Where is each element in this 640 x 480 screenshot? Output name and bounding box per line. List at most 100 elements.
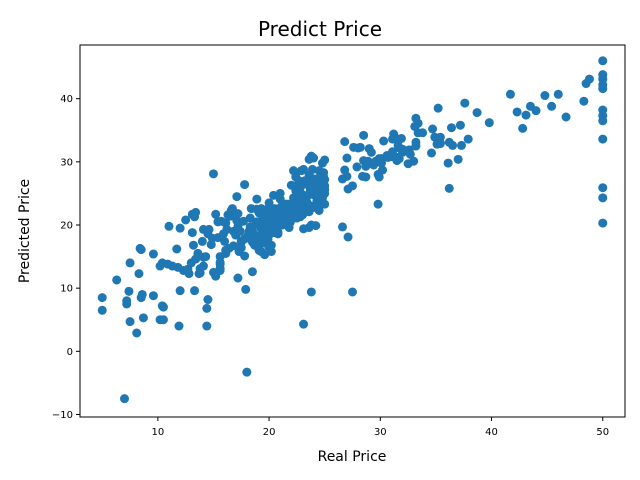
scatter-point [122,299,132,309]
scatter-point [137,289,147,299]
scatter-point [366,147,376,157]
scatter-point [148,249,158,259]
scatter-point [138,313,148,323]
scatter-point [215,257,225,267]
scatter-point [379,136,389,146]
x-tick-label: 10 [151,427,164,438]
scatter-point [433,103,443,113]
scatter-point [320,181,330,191]
scatter-point [125,258,135,268]
scatter-point [187,228,197,238]
scatter-point [299,164,309,174]
scatter-point [444,183,454,193]
scatter-point [531,106,541,116]
y-tick-label: 10 [60,284,73,295]
scatter-point [242,367,252,377]
scatter-point [320,175,330,185]
scatter-point [215,265,225,275]
scatter-point [343,232,353,242]
scatter-point [264,198,274,208]
scatter-point [512,107,522,117]
scatter-point [342,153,352,163]
scatter-point [348,181,357,191]
scatter-point [181,215,191,225]
x-axis-ticks: 10 20 30 40 50 [151,417,609,438]
scatter-point [457,140,466,150]
scatter-point [134,269,144,279]
scatter-point [547,101,557,111]
scatter-point [247,267,257,277]
scatter-point [598,116,608,126]
scatter-point [112,275,122,285]
scatter-point [197,236,207,246]
scatter-point [448,140,458,150]
scatter-point [309,153,319,163]
scatter-point [220,236,230,246]
scatter-point [598,193,608,203]
scatter-point [348,287,357,297]
scatter-point [119,394,129,404]
scatter-point [598,56,608,66]
scatter-point [273,227,283,237]
scatter-point [190,286,200,296]
scatter-point [320,199,330,209]
scatter-point [195,268,205,278]
scatter-point [378,165,388,175]
scatter-point [252,194,262,204]
scatter-point [188,240,198,250]
scatter-point [158,302,168,312]
scatter-point [405,149,415,159]
scatter-point [208,169,218,179]
scatter-point [426,148,436,158]
y-tick-label: 0 [67,347,73,358]
scatter-point [125,317,135,327]
scatter-point [158,315,168,325]
scatter-point [355,142,365,152]
scatter-point [418,128,428,138]
scatter-point [202,321,212,331]
scatter-point [396,133,406,143]
scatter-point [260,250,270,260]
scatter-point [561,112,571,122]
scatter-point [598,183,608,193]
scatter-point [374,172,384,182]
scatter-point [455,120,465,130]
x-tick-label: 30 [374,427,387,438]
scatter-point [235,226,245,236]
scatter-point [598,218,608,228]
scatter-point [164,221,174,231]
x-tick-label: 50 [596,427,609,438]
scatter-point [198,261,208,271]
y-axis-ticks: −10 0 10 20 30 40 [52,94,80,421]
scatter-point [373,199,383,209]
scatter-point [266,240,276,250]
scatter-point [204,224,214,234]
data-points [97,56,608,404]
scatter-point [266,247,276,257]
scatter-point [211,209,221,219]
scatter-point [359,130,369,140]
y-axis-label: Predicted Price [17,179,33,283]
scatter-point [460,98,470,108]
scatter-point [240,251,250,261]
scatter-point [232,192,242,202]
scatter-point [228,241,238,251]
scatter-point [598,134,608,144]
scatter-point [553,89,563,99]
scatter-point [409,156,419,166]
scatter-point [453,154,463,164]
scatter-point [175,286,185,296]
scatter-point [240,180,250,190]
scatter-point [320,188,330,198]
y-tick-label: 20 [60,221,73,232]
scatter-point [233,209,243,219]
scatter-point [201,252,211,262]
scatter-point [184,269,194,279]
y-tick-label: 30 [60,157,73,168]
x-tick-label: 20 [263,427,276,438]
plot-area-frame [79,44,626,418]
scatter-point [311,221,321,231]
scatter-point [124,286,134,296]
scatter-point [203,295,213,305]
scatter-point [361,172,371,182]
